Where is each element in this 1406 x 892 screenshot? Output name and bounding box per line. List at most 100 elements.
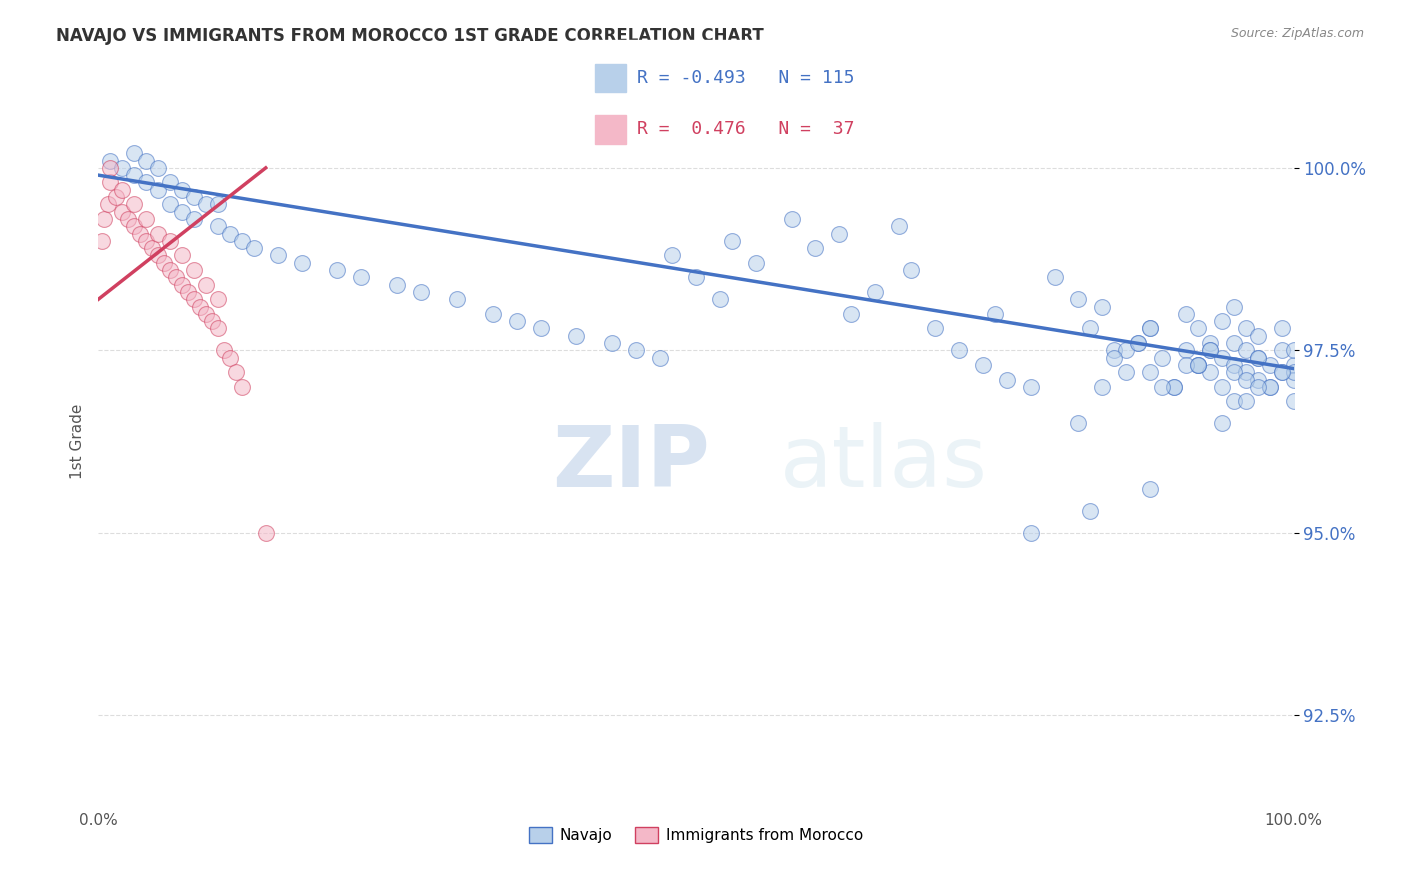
Text: R =  0.476   N =  37: R = 0.476 N = 37 [637, 120, 855, 138]
Point [1067, 292, 1090, 306]
Point [482, 307, 505, 321]
Point [153, 256, 176, 270]
Point [201, 314, 224, 328]
Point [385, 277, 409, 292]
Point [1019, 380, 1042, 394]
Point [135, 153, 157, 168]
Point [1187, 321, 1209, 335]
Point [1139, 321, 1161, 335]
Point [124, 197, 146, 211]
Point [889, 219, 911, 234]
Point [1187, 358, 1209, 372]
Point [177, 285, 200, 299]
Point [602, 336, 624, 351]
Point [225, 365, 247, 379]
Y-axis label: 1st Grade: 1st Grade [69, 404, 84, 479]
Point [1247, 351, 1270, 365]
Point [1258, 380, 1281, 394]
Text: R = -0.493   N = 115: R = -0.493 N = 115 [637, 69, 855, 87]
Point [841, 307, 863, 321]
Text: Source: ZipAtlas.com: Source: ZipAtlas.com [1230, 27, 1364, 40]
Point [1247, 372, 1270, 386]
Point [446, 292, 468, 306]
Point [105, 190, 128, 204]
Point [207, 219, 229, 234]
Point [924, 321, 946, 335]
Point [111, 204, 134, 219]
Point [1223, 365, 1246, 379]
Point [124, 168, 146, 182]
Point [267, 248, 290, 262]
Point [165, 270, 187, 285]
Point [98, 161, 122, 175]
Point [530, 321, 553, 335]
Point [1043, 270, 1066, 285]
Point [1258, 380, 1281, 394]
Point [172, 183, 194, 197]
Point [1234, 394, 1257, 409]
Point [183, 190, 205, 204]
Text: ZIP: ZIP [553, 422, 710, 505]
Point [1115, 365, 1137, 379]
Point [1104, 351, 1126, 365]
Point [1104, 343, 1126, 358]
Point [117, 211, 139, 226]
Point [1282, 358, 1305, 372]
Point [129, 227, 152, 241]
Point [626, 343, 648, 358]
Point [111, 183, 134, 197]
Point [183, 292, 205, 306]
Point [1199, 365, 1222, 379]
Point [195, 197, 218, 211]
Point [183, 211, 205, 226]
Point [745, 256, 768, 270]
Point [159, 176, 181, 190]
Point [1223, 358, 1246, 372]
Point [1199, 343, 1222, 358]
Point [900, 263, 922, 277]
Point [159, 263, 181, 277]
Point [506, 314, 529, 328]
Point [111, 161, 134, 175]
Point [984, 307, 1007, 321]
Point [326, 263, 349, 277]
Point [709, 292, 731, 306]
Point [1080, 321, 1102, 335]
Point [148, 161, 170, 175]
Point [195, 307, 218, 321]
Point [1282, 394, 1305, 409]
Point [172, 248, 194, 262]
Point [1282, 365, 1305, 379]
Point [1247, 328, 1270, 343]
Point [1163, 380, 1185, 394]
Point [1128, 336, 1150, 351]
Point [188, 300, 211, 314]
Point [1247, 351, 1270, 365]
Point [207, 292, 229, 306]
Point [1223, 300, 1246, 314]
Point [207, 321, 229, 335]
Point [1223, 394, 1246, 409]
Point [1128, 336, 1150, 351]
Point [1234, 343, 1257, 358]
Point [995, 372, 1018, 386]
Point [1187, 358, 1209, 372]
Point [1282, 372, 1305, 386]
Point [231, 380, 253, 394]
Point [243, 241, 266, 255]
Point [1091, 380, 1114, 394]
Text: atlas: atlas [779, 422, 987, 505]
Point [1199, 336, 1222, 351]
Point [780, 211, 803, 226]
Point [195, 277, 218, 292]
Point [124, 219, 146, 234]
Point [1091, 300, 1114, 314]
Point [1080, 504, 1102, 518]
Point [411, 285, 433, 299]
Point [1152, 351, 1174, 365]
Point [172, 277, 194, 292]
Point [865, 285, 887, 299]
Point [1187, 358, 1209, 372]
Point [219, 351, 242, 365]
Point [1115, 343, 1137, 358]
